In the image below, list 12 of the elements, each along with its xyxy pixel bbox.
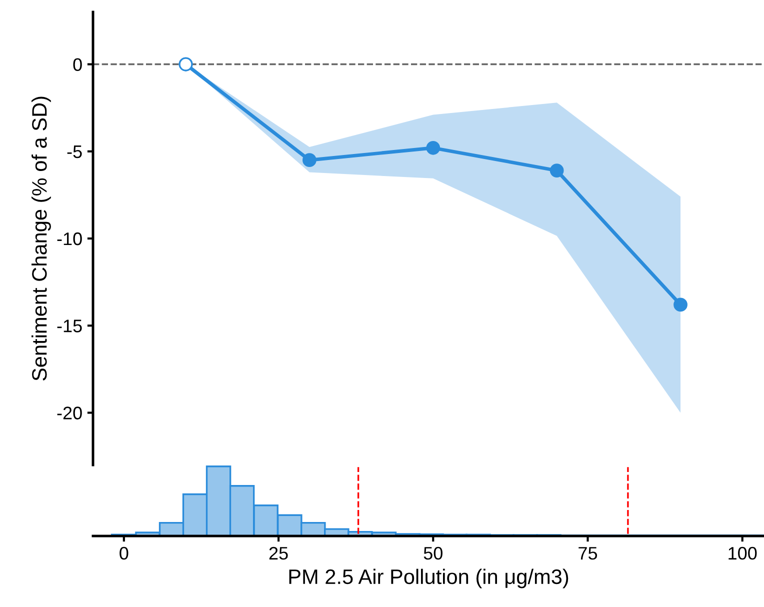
- y-tick-label: 0: [73, 58, 82, 71]
- y-axis-title: Sentiment Change (% of a SD): [32, 96, 51, 381]
- x-tick-label: 0: [120, 546, 128, 560]
- y-tick-label: -20: [57, 406, 82, 420]
- x-axis-title: PM 2.5 Air Pollution (in μg/m3): [289, 568, 568, 588]
- x-tick-label: 25: [269, 546, 288, 560]
- y-tick-label: -10: [57, 232, 82, 246]
- x-tick-label: 100: [728, 546, 757, 560]
- y-tick-label: -15: [57, 320, 82, 332]
- x-tick-label: 50: [424, 546, 442, 560]
- y-tick-label: -5: [67, 146, 82, 158]
- x-tick-label: 75: [578, 547, 598, 560]
